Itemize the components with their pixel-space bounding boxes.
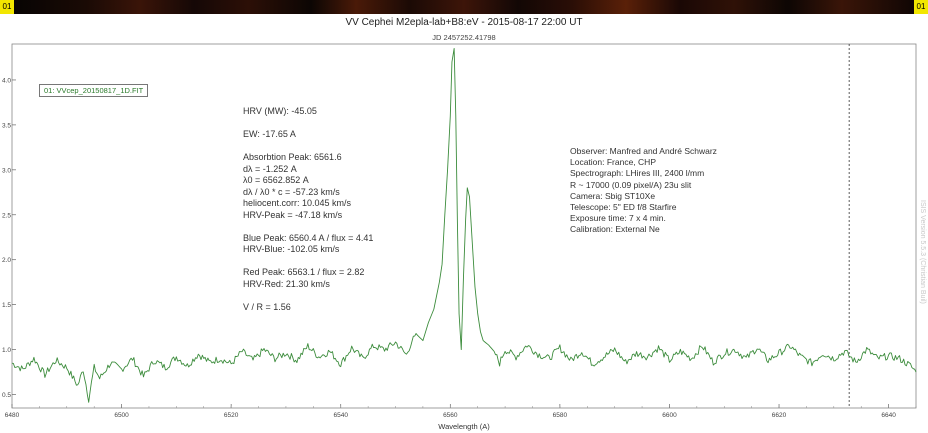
left-tag: 01 — [0, 0, 14, 14]
x-axis-label: Wavelength (A) — [438, 422, 490, 431]
annotation-left-line: heliocent.corr: 10.045 km/s — [243, 198, 352, 208]
x-tick-label: 6620 — [772, 412, 787, 419]
right-tag: 01 — [914, 0, 928, 14]
annotation-right-line: Calibration: External Ne — [570, 224, 660, 235]
left-annotations: HRV (MW): -45.05 EW: -17.65 A Absorbtion… — [243, 106, 373, 313]
annotation-right-line: Camera: Sbig ST10Xe — [570, 190, 656, 201]
spectrum-series-line — [11, 48, 917, 403]
side-credit-text: ISIS Version 5.5.3 (Christian Buil) — [919, 200, 926, 304]
y-tick-label: 2.0 — [2, 257, 11, 264]
x-tick-label: 6600 — [662, 412, 677, 419]
annotation-right-line: Exposure time: 7 x 4 min. — [570, 213, 666, 224]
right-annotations: Observer: Manfred and André Schwarz Locat… — [570, 146, 717, 236]
annotation-left-line: λ0 = 6562.852 A — [243, 175, 309, 185]
annotation-left-line: Blue Peak: 6560.4 A / flux = 4.41 — [243, 232, 374, 243]
chart-title: VV Cephei M2epla-lab+B8:eV - 2015-08-17 … — [345, 17, 583, 28]
annotation-left-line: HRV (MW): -45.05 — [243, 106, 317, 116]
y-tick-label: 4.0 — [2, 77, 11, 84]
annotation-right-line: Location: France, CHP — [570, 157, 656, 168]
legend-box: 01: VVcep_20150817_1D.FIT — [39, 84, 149, 97]
spectrum-image-strip — [14, 0, 914, 14]
annotation-right-line: R ~ 17000 (0.09 pixel/A) 23u slit — [570, 179, 692, 190]
annotation-right-line: Observer: Manfred and André Schwarz — [570, 146, 717, 156]
annotation-left-line — [243, 256, 373, 268]
image-strip: 01 01 — [0, 0, 928, 14]
y-tick-label: 1.5 — [2, 302, 11, 309]
annotation-left-line: V / R = 1.56 — [243, 301, 291, 312]
x-tick-label: 6640 — [881, 412, 896, 419]
annotation-left-line — [243, 290, 373, 302]
annotation-left-line: Red Peak: 6563.1 / flux = 2.82 — [243, 267, 365, 277]
y-tick-label: 3.0 — [2, 167, 11, 174]
x-tick-label: 6560 — [443, 412, 458, 419]
annotation-left-line: HRV-Peak = -47.18 km/s — [243, 209, 343, 220]
plot-frame — [11, 43, 917, 409]
y-tick-label: 0.5 — [2, 392, 11, 399]
y-tick-label: 3.5 — [2, 122, 11, 129]
annotation-left-line — [243, 118, 373, 130]
annotation-left-line: Absorbtion Peak: 6561.6 — [243, 152, 342, 162]
y-tick-label: 2.5 — [2, 212, 11, 219]
annotation-left-line — [243, 141, 373, 153]
chart-subtitle: JD 2457252.41798 — [432, 33, 496, 42]
x-tick-label: 6580 — [553, 412, 568, 419]
annotation-left-line: HRV-Blue: -102.05 km/s — [243, 244, 340, 254]
annotation-left-line: HRV-Red: 21.30 km/s — [243, 278, 330, 289]
annotation-left-line: dλ / λ0 * c = -57.23 km/s — [243, 186, 340, 197]
annotation-left-line: dλ = -1.252 A — [243, 163, 297, 174]
annotation-right-line: Spectrograph: LHires III, 2400 l/mm — [570, 168, 705, 179]
x-tick-label: 6520 — [224, 412, 239, 419]
x-tick-label: 6480 — [5, 412, 20, 419]
y-tick-label: 1.0 — [2, 347, 11, 354]
x-tick-label: 6540 — [333, 412, 348, 419]
annotation-left-line — [243, 221, 373, 233]
annotation-right-line: Telescope: 5" ED f/8 Starfire — [570, 202, 677, 213]
annotation-left-line: EW: -17.65 A — [243, 129, 296, 139]
x-tick-label: 6500 — [114, 412, 129, 419]
